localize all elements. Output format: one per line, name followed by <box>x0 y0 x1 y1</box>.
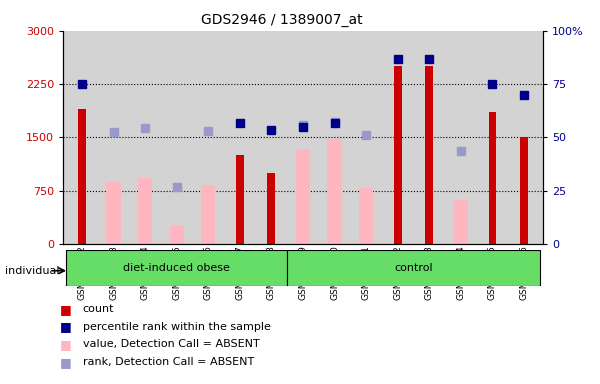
Bar <box>425 66 433 244</box>
Bar <box>66 250 287 286</box>
Text: ■: ■ <box>60 338 72 351</box>
Bar <box>520 137 528 244</box>
Bar <box>296 149 310 244</box>
Text: ■: ■ <box>60 303 72 316</box>
Text: control: control <box>394 263 433 273</box>
Bar <box>268 173 275 244</box>
Bar <box>201 185 215 244</box>
Text: diet-induced obese: diet-induced obese <box>123 263 230 273</box>
Bar <box>287 250 540 286</box>
Bar <box>106 182 121 244</box>
Text: value, Detection Call = ABSENT: value, Detection Call = ABSENT <box>83 339 260 349</box>
Bar <box>454 200 468 244</box>
Bar <box>78 109 86 244</box>
Text: rank, Detection Call = ABSENT: rank, Detection Call = ABSENT <box>83 357 254 367</box>
Text: count: count <box>83 304 115 314</box>
Text: percentile rank within the sample: percentile rank within the sample <box>83 322 271 332</box>
Text: ■: ■ <box>60 356 72 369</box>
Bar <box>328 139 341 244</box>
Text: ■: ■ <box>60 320 72 333</box>
Text: individual: individual <box>5 266 59 276</box>
Bar <box>359 188 373 244</box>
Bar <box>394 66 401 244</box>
Bar <box>488 113 496 244</box>
Text: GDS2946 / 1389007_at: GDS2946 / 1389007_at <box>201 13 363 27</box>
Bar <box>138 179 152 244</box>
Bar <box>170 225 184 244</box>
Bar <box>236 155 244 244</box>
